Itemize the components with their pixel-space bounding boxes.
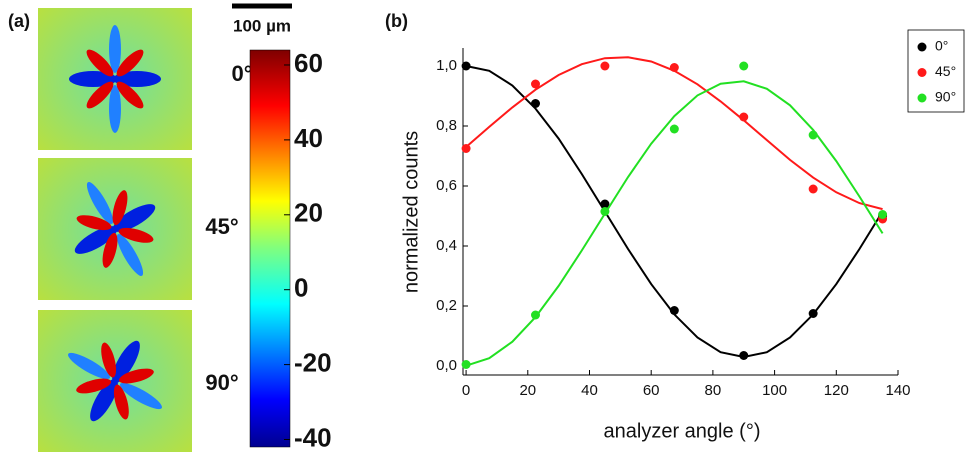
data-point xyxy=(739,351,749,360)
legend-marker xyxy=(917,93,927,103)
data-point xyxy=(739,112,749,122)
legend-marker xyxy=(917,42,927,52)
image-label: 0° xyxy=(231,61,252,86)
x-tick-label: 120 xyxy=(824,382,849,399)
x-tick-label: 60 xyxy=(643,382,660,399)
data-point xyxy=(461,360,471,369)
colorbar-tick-label: 0 xyxy=(294,273,308,303)
x-tick-label: 0 xyxy=(462,382,470,399)
colorbar xyxy=(249,49,291,448)
legend-label: 90° xyxy=(935,89,956,105)
colorbar-tick-label: 60 xyxy=(294,48,323,78)
image-label: 45° xyxy=(205,214,238,239)
data-point xyxy=(669,306,679,315)
data-point xyxy=(600,199,610,209)
legend-label: 45° xyxy=(935,63,956,79)
map-image xyxy=(38,8,192,150)
data-point xyxy=(461,144,471,153)
x-tick-label: 100 xyxy=(762,382,787,399)
y-tick-label: 0,6 xyxy=(436,177,457,194)
colorbar-tick-label: 40 xyxy=(294,123,323,153)
colorbar-tick-label: 20 xyxy=(294,198,323,228)
panel-label: (a) xyxy=(8,11,30,31)
data-point xyxy=(739,61,749,71)
data-point xyxy=(531,99,540,108)
data-point xyxy=(808,309,818,318)
data-point xyxy=(878,210,888,219)
legend xyxy=(907,29,965,113)
data-point xyxy=(531,310,540,320)
x-tick-label: 140 xyxy=(885,382,910,399)
map-image xyxy=(38,158,192,300)
x-axis-title: analyzer angle (°) xyxy=(604,420,761,442)
y-axis-title: normalized counts xyxy=(400,131,422,293)
y-tick-label: 0,2 xyxy=(436,297,457,314)
x-tick-label: 80 xyxy=(705,382,722,399)
map-image xyxy=(38,310,192,452)
y-tick-label: 1,0 xyxy=(436,57,457,74)
data-point xyxy=(600,207,610,216)
legend-label: 0° xyxy=(935,38,948,54)
data-point xyxy=(808,184,818,194)
data-point xyxy=(461,61,471,71)
y-tick-label: 0,0 xyxy=(436,357,457,374)
y-tick-label: 0,4 xyxy=(436,237,457,254)
legend-marker xyxy=(917,68,927,77)
scale-bar-label: 100 µm xyxy=(233,16,291,35)
colorbar-tick-label: -40 xyxy=(294,422,332,452)
y-tick-label: 0,8 xyxy=(436,117,457,134)
data-point xyxy=(669,124,679,134)
data-point xyxy=(600,61,610,71)
data-point xyxy=(531,79,540,89)
x-tick-label: 40 xyxy=(581,382,598,399)
fit-line xyxy=(465,80,884,367)
x-tick-label: 20 xyxy=(519,382,536,399)
data-point xyxy=(808,130,818,140)
data-point xyxy=(669,63,679,72)
image-label: 90° xyxy=(205,370,238,395)
panel-label: (b) xyxy=(385,11,408,31)
colorbar-tick-label: -20 xyxy=(294,347,332,377)
